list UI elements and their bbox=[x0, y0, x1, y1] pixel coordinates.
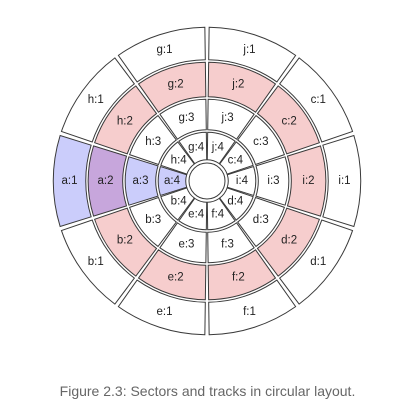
sector-cell-h-3 bbox=[128, 114, 177, 166]
sector-label: b:2 bbox=[117, 235, 133, 247]
track-4: a:4 b:4e:4 f:4d:4 i:4 c:4j:4 g:4h:4 bbox=[157, 131, 257, 231]
sector-label: b:4 bbox=[171, 196, 188, 208]
sector-label: d:3 bbox=[253, 214, 269, 226]
sector-cell-c-1 bbox=[278, 57, 354, 143]
sector-cell-h-4 bbox=[160, 141, 195, 175]
sector-label: j:3 bbox=[220, 112, 233, 124]
track-3: a:3 b:3 e:3 f:3 d:3 i:3 c:3 j:3 g:3 h:3 bbox=[124, 98, 290, 264]
sector-cell-i-4 bbox=[226, 165, 257, 197]
sector-cell-a-3 bbox=[124, 156, 159, 206]
sector-cell-e-3 bbox=[159, 222, 207, 264]
sector-label: i:2 bbox=[302, 175, 314, 187]
sector-cell-b-3 bbox=[128, 196, 177, 248]
sector-label: h:2 bbox=[117, 115, 133, 127]
sector-label: j:1 bbox=[242, 44, 255, 56]
sector-cell-c-3 bbox=[237, 114, 286, 166]
center-hub bbox=[188, 162, 226, 200]
sector-label: i:4 bbox=[236, 175, 249, 187]
sector-cell-d-2 bbox=[256, 207, 321, 277]
sector-label: c:4 bbox=[228, 154, 244, 166]
sector-label: i:1 bbox=[338, 175, 350, 187]
sector-label: e:2 bbox=[168, 272, 184, 284]
sector-label: c:3 bbox=[253, 136, 268, 148]
sector-label: a:4 bbox=[164, 175, 181, 187]
sector-label: h:1 bbox=[88, 94, 104, 106]
sector-label: e:1 bbox=[157, 306, 173, 318]
sector-cell-e-1 bbox=[117, 279, 206, 336]
sector-label: b:3 bbox=[145, 214, 161, 226]
sector-label: g:4 bbox=[188, 142, 205, 154]
sector-label: f:1 bbox=[243, 306, 256, 318]
sector-cell-b-4 bbox=[160, 187, 195, 221]
sector-label: g:1 bbox=[157, 44, 173, 56]
sectors-tracks-diagram: a:1 b:1 e:1 f:1 d:1 i:1 c:1 j:1 g:1 h:1 a:2 b:2 e:2 f… bbox=[52, 26, 362, 336]
sector-cell-b-2 bbox=[93, 207, 158, 277]
sector-cell-h-1 bbox=[60, 57, 136, 143]
sector-label: e:4 bbox=[188, 208, 205, 220]
sector-label: g:2 bbox=[168, 78, 184, 90]
sector-cell-i-2 bbox=[286, 145, 327, 217]
sector-label: c:1 bbox=[311, 94, 326, 106]
sector-cell-i-3 bbox=[255, 156, 290, 206]
track-2: a:2 b:2 e:2 f:2 d:2 i:2 c:2 j:2 g:2 h:2 bbox=[87, 61, 327, 301]
sector-label: d:4 bbox=[227, 196, 244, 208]
sector-label: h:4 bbox=[171, 154, 188, 166]
track-rings: a:1 b:1 e:1 f:1 d:1 i:1 c:1 j:1 g:1 h:1 a:2 b:2 e:2 f… bbox=[52, 26, 362, 336]
sector-cell-g-2 bbox=[137, 61, 207, 113]
sector-cell-i-1 bbox=[322, 134, 362, 228]
sector-label: a:1 bbox=[62, 175, 78, 187]
sector-cell-d-4 bbox=[219, 187, 254, 221]
sector-cell-j-1 bbox=[208, 26, 297, 83]
sector-cell-c-2 bbox=[256, 85, 321, 155]
sector-cell-h-2 bbox=[93, 85, 158, 155]
sector-label: f:4 bbox=[211, 208, 224, 220]
sector-cell-f-4 bbox=[206, 197, 236, 231]
sector-cell-f-3 bbox=[207, 222, 255, 264]
sector-cell-c-4 bbox=[219, 141, 254, 175]
track-1: a:1 b:1 e:1 f:1 d:1 i:1 c:1 j:1 g:1 h:1 bbox=[52, 26, 362, 336]
sector-cell-j-3 bbox=[207, 98, 255, 140]
sector-cell-e-4 bbox=[178, 197, 208, 231]
sector-cell-g-4 bbox=[178, 131, 208, 165]
sector-label: e:3 bbox=[178, 238, 194, 250]
sector-label: g:3 bbox=[178, 112, 194, 124]
sector-label: f:3 bbox=[221, 238, 234, 250]
sector-cell-d-1 bbox=[278, 219, 354, 305]
sector-label: i:3 bbox=[267, 175, 279, 187]
sector-cell-b-1 bbox=[60, 219, 136, 305]
sector-cell-f-1 bbox=[208, 279, 297, 336]
sector-cell-a-2 bbox=[87, 145, 128, 217]
sector-label: b:1 bbox=[88, 256, 104, 268]
sector-cell-f-2 bbox=[207, 249, 277, 301]
sector-cell-e-2 bbox=[137, 249, 207, 301]
sector-label: f:2 bbox=[232, 272, 245, 284]
sector-label: c:2 bbox=[281, 115, 296, 127]
sector-cell-a-4 bbox=[157, 165, 188, 197]
sector-label: d:1 bbox=[310, 256, 326, 268]
sector-label: j:2 bbox=[231, 78, 244, 90]
sector-label: h:3 bbox=[145, 136, 161, 148]
sector-cell-g-3 bbox=[159, 98, 207, 140]
sector-label: a:2 bbox=[98, 175, 114, 187]
sector-label: a:3 bbox=[133, 175, 149, 187]
sector-label: d:2 bbox=[281, 235, 297, 247]
sector-cell-j-2 bbox=[207, 61, 277, 113]
sector-cell-d-3 bbox=[237, 196, 286, 248]
sector-cell-g-1 bbox=[117, 26, 206, 83]
sector-cell-j-4 bbox=[206, 131, 236, 165]
sector-cell-a-1 bbox=[52, 134, 92, 228]
sector-label: j:4 bbox=[211, 142, 225, 154]
figure-caption: Figure 2.3: Sectors and tracks in circul… bbox=[59, 383, 356, 399]
